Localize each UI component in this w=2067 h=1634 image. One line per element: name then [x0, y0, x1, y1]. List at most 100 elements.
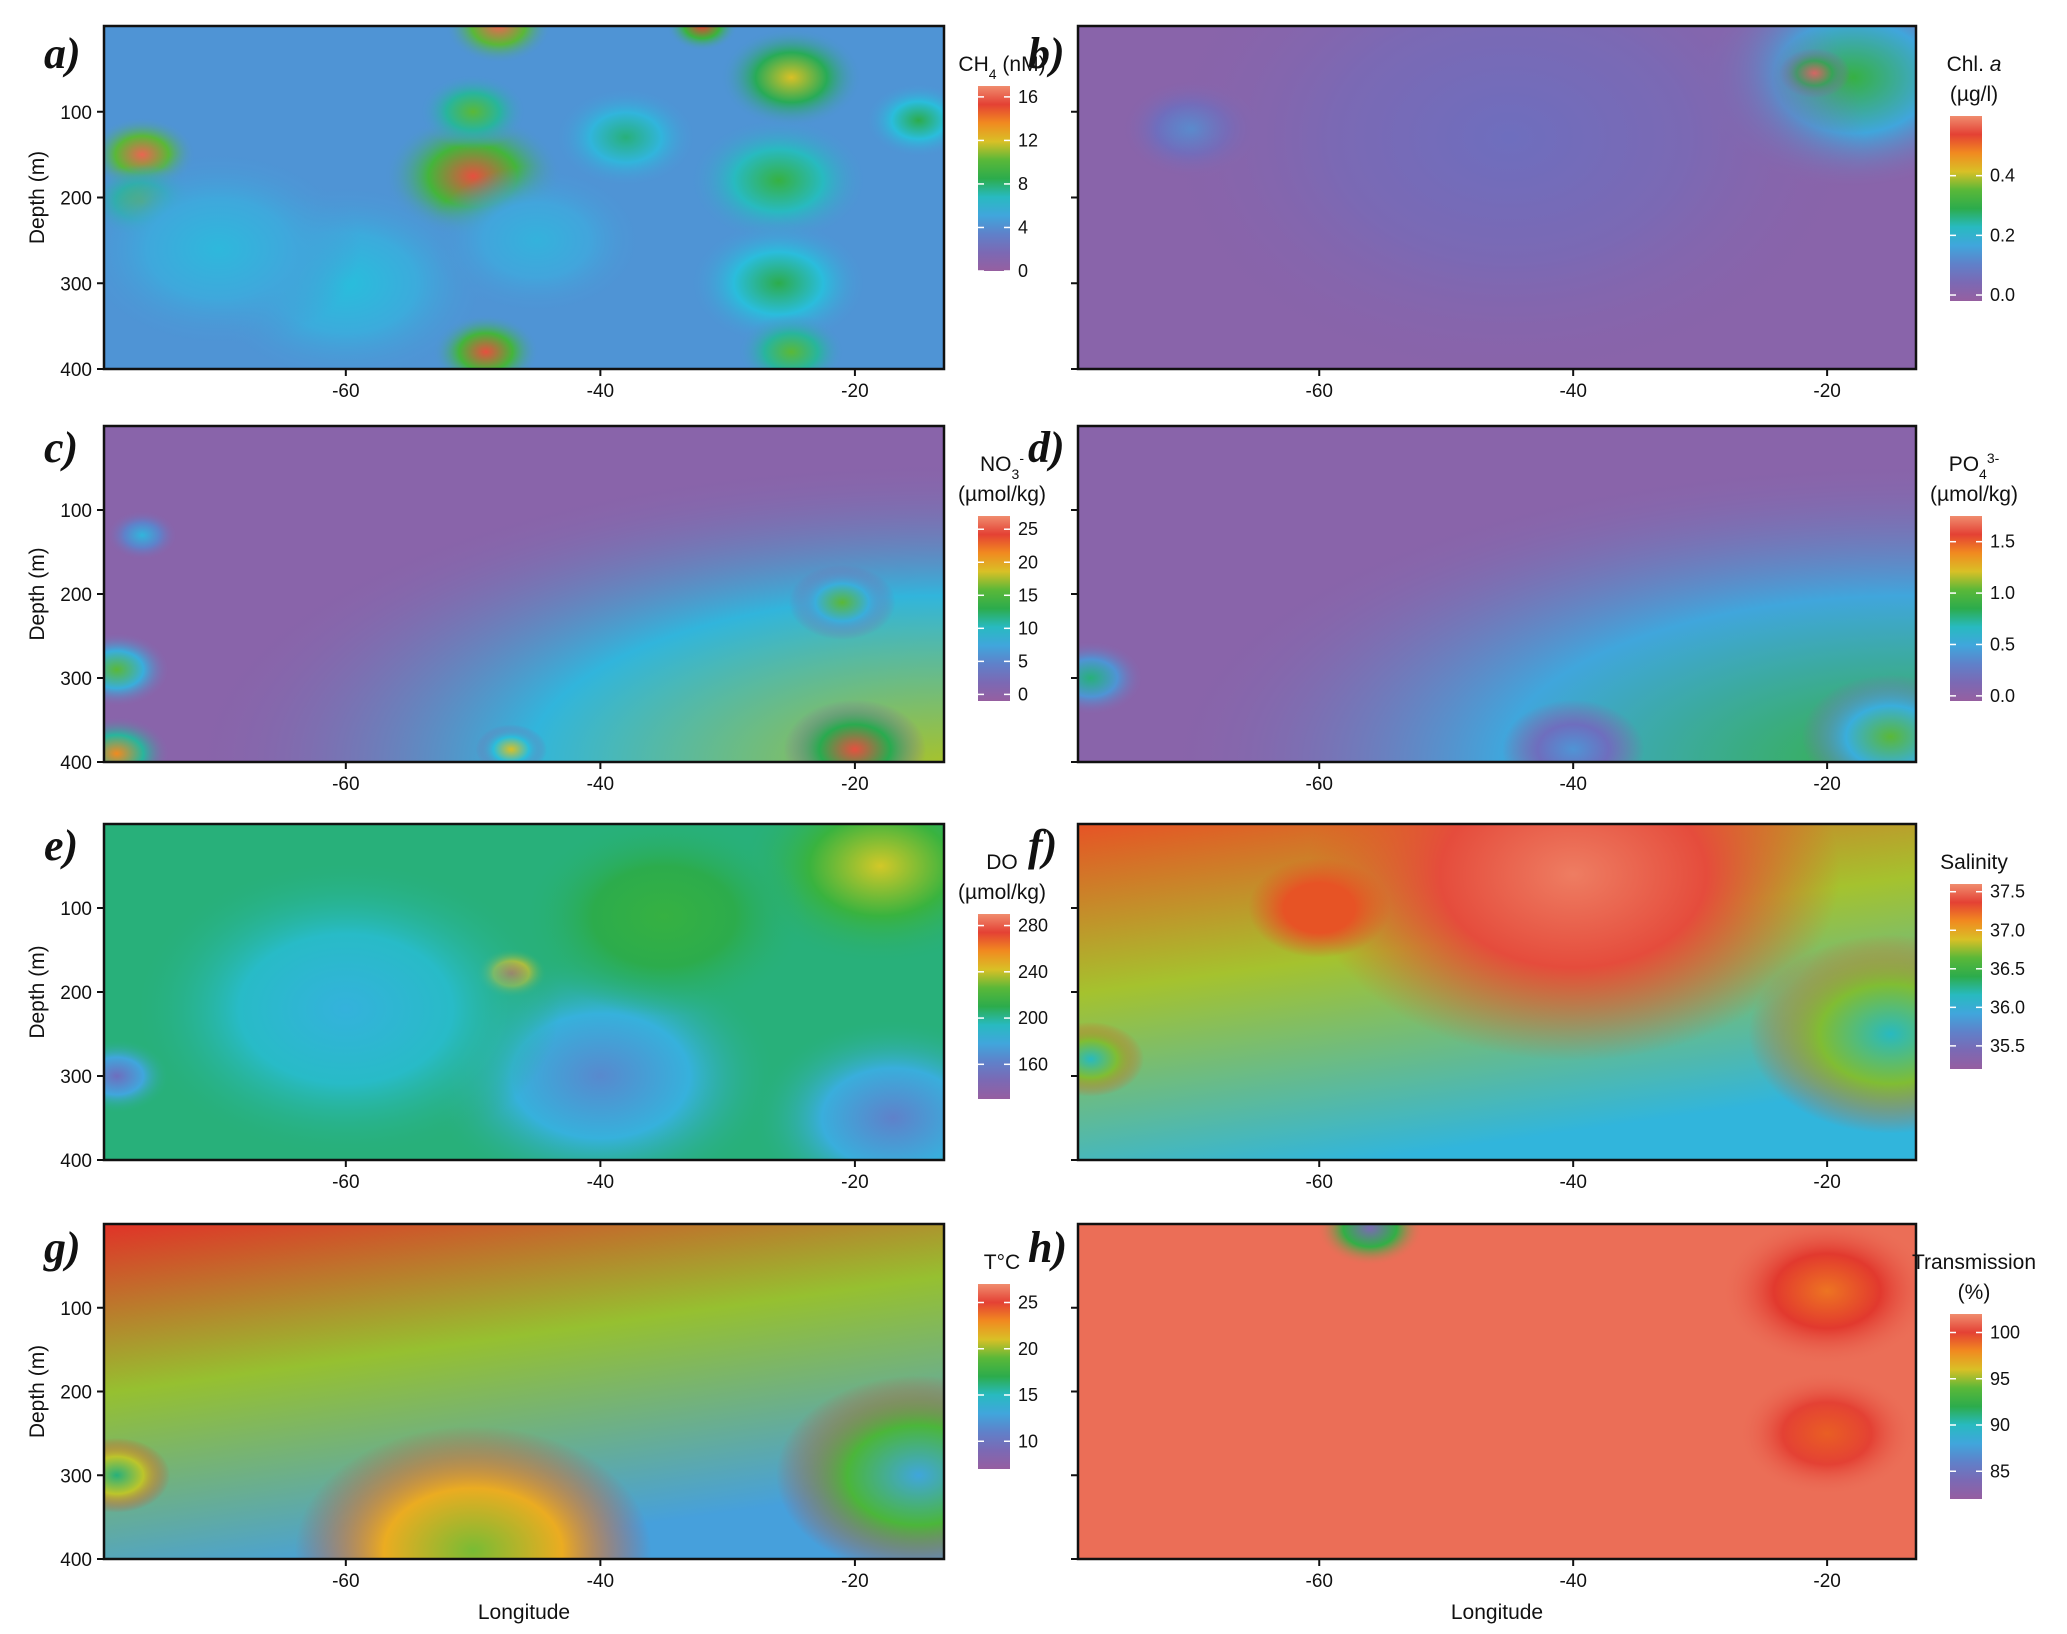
colorbar-title: (µmol/kg)	[958, 881, 1046, 904]
colorbar-tick-label: 25	[1018, 1293, 1038, 1313]
colorbar-tick-label: 10	[1018, 1431, 1038, 1451]
panel-label: g)	[43, 1223, 81, 1272]
heatmap-feature	[1738, 1371, 1916, 1496]
heatmap-feature	[429, 165, 644, 316]
heatmap-feature	[750, 1018, 944, 1160]
colorbar-tick-label: 1.0	[1990, 583, 2015, 603]
heatmap-field	[104, 26, 944, 369]
colorbar-title: Transmission	[1912, 1251, 2036, 1274]
x-tick-label: -60	[332, 1571, 359, 1592]
colorbar-tick-label: 100	[1990, 1323, 2020, 1343]
y-tick-label: 300	[60, 1466, 92, 1487]
colorbar	[978, 1284, 1010, 1469]
panel-label: c)	[44, 423, 78, 472]
heatmap-feature	[104, 632, 171, 708]
heatmap-field	[1078, 426, 1916, 762]
x-tick-label: -20	[841, 1571, 868, 1592]
heatmap-field	[104, 1224, 944, 1559]
y-tick-label: 400	[60, 1550, 92, 1571]
y-tick-label: 100	[60, 899, 92, 920]
heatmap-feature	[1078, 640, 1145, 716]
x-tick-label: -40	[1559, 381, 1586, 402]
heatmap-feature	[1306, 824, 1840, 1061]
colorbar-tick-label: 160	[1018, 1054, 1048, 1074]
x-tick-label: -60	[332, 1172, 359, 1193]
colorbar-title: (µg/l)	[1950, 83, 1998, 106]
heatmap-feature	[666, 26, 738, 51]
heatmap-field	[1078, 824, 1916, 1160]
heatmap-feature	[1801, 674, 1916, 762]
x-tick-label: -20	[1813, 1571, 1840, 1592]
heatmap-feature	[1154, 26, 1866, 369]
colorbar-tick-label: 15	[1018, 1385, 1038, 1405]
colorbar-tick-label: 37.0	[1990, 920, 2025, 940]
x-tick-label: -40	[587, 774, 614, 795]
colorbar-tick-label: 0.0	[1990, 686, 2015, 706]
heatmap-feature	[554, 87, 698, 188]
heatmap-feature	[737, 314, 845, 369]
x-tick-label: -60	[1306, 381, 1333, 402]
colorbar-tick-label: 0	[1018, 684, 1028, 704]
y-tick-label: 400	[60, 360, 92, 381]
heatmap-feature	[1748, 934, 1916, 1134]
colorbar-tick-label: 10	[1018, 618, 1038, 638]
x-tick-label: -20	[841, 381, 868, 402]
panel-e: e) -60 -40 -20 100 200 300 400 Depth (m) DO (µmol/…	[26, 821, 1048, 1193]
panel-h: h) -60 -40 -20 Longitude Transmission (%) 85 90 9…	[1028, 1222, 2036, 1624]
heatmap-gradient	[1078, 426, 1916, 762]
panel-label: h)	[1028, 1223, 1067, 1272]
colorbar-tick-label: 35.5	[1990, 1036, 2025, 1056]
colorbar-tick-label: 16	[1018, 87, 1038, 107]
y-tick-label: 400	[60, 753, 92, 774]
heatmap-feature	[475, 724, 547, 762]
colorbar-title: (µmol/kg)	[1930, 483, 2018, 506]
panel-label: d)	[1028, 423, 1065, 472]
panel-d: d) -60 -40 -20 PO43-(µmol/kg) 0.0 0.5 1.0 1.5	[1028, 423, 2018, 795]
y-tick-label: 200	[60, 189, 92, 210]
colorbar-tick-label: 200	[1018, 1008, 1048, 1028]
x-tick-label: -60	[1306, 1172, 1333, 1193]
heatmap-feature	[788, 564, 896, 640]
colorbar-title: Salinity	[1940, 851, 2008, 874]
x-tick-label: -40	[1559, 1571, 1586, 1592]
y-tick-label: 300	[60, 274, 92, 295]
colorbar-title: (%)	[1958, 1281, 1991, 1304]
x-tick-label: -60	[1306, 1571, 1333, 1592]
x-tick-label: -20	[1813, 1172, 1840, 1193]
colorbar-tick-label: 5	[1018, 651, 1028, 671]
colorbar	[1950, 884, 1982, 1069]
x-tick-label: -40	[587, 1172, 614, 1193]
x-axis-label: Longitude	[478, 1601, 570, 1624]
colorbar-tick-label: 20	[1018, 1339, 1038, 1359]
colorbar-tick-label: 0	[1018, 261, 1028, 281]
x-tick-label: -20	[841, 1172, 868, 1193]
colorbar-title: PO43-	[1949, 450, 2000, 482]
heatmap-feature	[104, 716, 171, 762]
colorbar	[978, 914, 1010, 1099]
x-tick-label: -40	[587, 381, 614, 402]
y-axis-label: Depth (m)	[26, 945, 49, 1038]
panel-label: a)	[44, 29, 81, 78]
colorbar-tick-label: 0.4	[1990, 166, 2015, 186]
colorbar-tick-label: 0.2	[1990, 225, 2015, 245]
y-tick-label: 300	[60, 1067, 92, 1088]
heatmap-feature	[720, 27, 863, 128]
colorbar-tick-label: 15	[1018, 585, 1038, 605]
y-tick-label: 100	[60, 501, 92, 522]
colorbar-tick-label: 0.5	[1990, 634, 2015, 654]
heatmap-feature	[294, 1425, 652, 1559]
heatmap-field	[104, 426, 944, 762]
colorbar-tick-label: 4	[1018, 217, 1028, 237]
colorbar-tick-label: 12	[1018, 130, 1038, 150]
y-axis-label: Depth (m)	[26, 547, 49, 640]
y-axis-label: Depth (m)	[26, 151, 49, 244]
colorbar	[1950, 516, 1982, 701]
colorbar-title: NO3-	[980, 450, 1024, 482]
colorbar	[1950, 116, 1982, 301]
y-tick-label: 100	[60, 103, 92, 124]
heatmap-feature	[689, 117, 868, 243]
colorbar-tick-label: 37.5	[1990, 882, 2025, 902]
x-tick-label: -40	[1559, 1172, 1586, 1193]
